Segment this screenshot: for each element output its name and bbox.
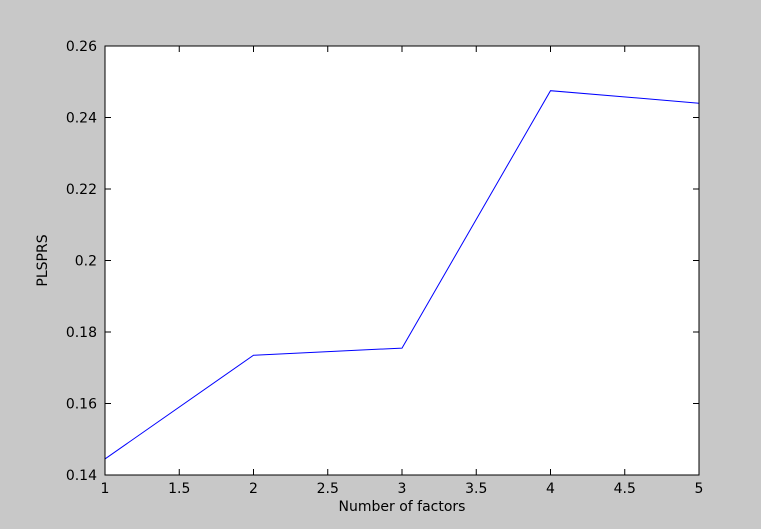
y-tick-label: 0.24 xyxy=(66,111,97,127)
x-tick-label: 3.5 xyxy=(465,481,487,497)
y-tick-label: 0.2 xyxy=(75,254,97,270)
ticks-layer: 1 1.5 2 2.5 3 3.5 4 4.5 5 0.14 0.16 0.18 0.2 0.22 0.24… xyxy=(66,39,704,497)
series-line xyxy=(104,90,700,460)
x-tick-label: 5 xyxy=(695,481,704,497)
y-axis-label: PLSPRS xyxy=(35,234,51,286)
x-tick-label: 2.5 xyxy=(317,481,339,497)
x-tick-label: 4.5 xyxy=(614,481,636,497)
y-tick-label: 0.22 xyxy=(66,182,97,198)
y-tick-label: 0.18 xyxy=(66,325,97,341)
x-axis-label: Number of factors xyxy=(339,499,466,515)
x-tick-label: 2 xyxy=(249,481,258,497)
x-tick-label: 3 xyxy=(398,481,407,497)
y-tick-label: 0.16 xyxy=(66,397,97,413)
y-tick-label: 0.14 xyxy=(66,468,97,484)
labels-layer: Number of factors PLSPRS xyxy=(35,234,465,515)
x-tick-label: 1 xyxy=(101,481,110,497)
x-tick-label: 4 xyxy=(546,481,555,497)
plot-area xyxy=(105,46,699,475)
x-tick-label: 1.5 xyxy=(168,481,190,497)
plot-frame xyxy=(104,45,700,476)
series-layer xyxy=(104,90,700,460)
y-tick-label: 0.26 xyxy=(66,39,97,55)
